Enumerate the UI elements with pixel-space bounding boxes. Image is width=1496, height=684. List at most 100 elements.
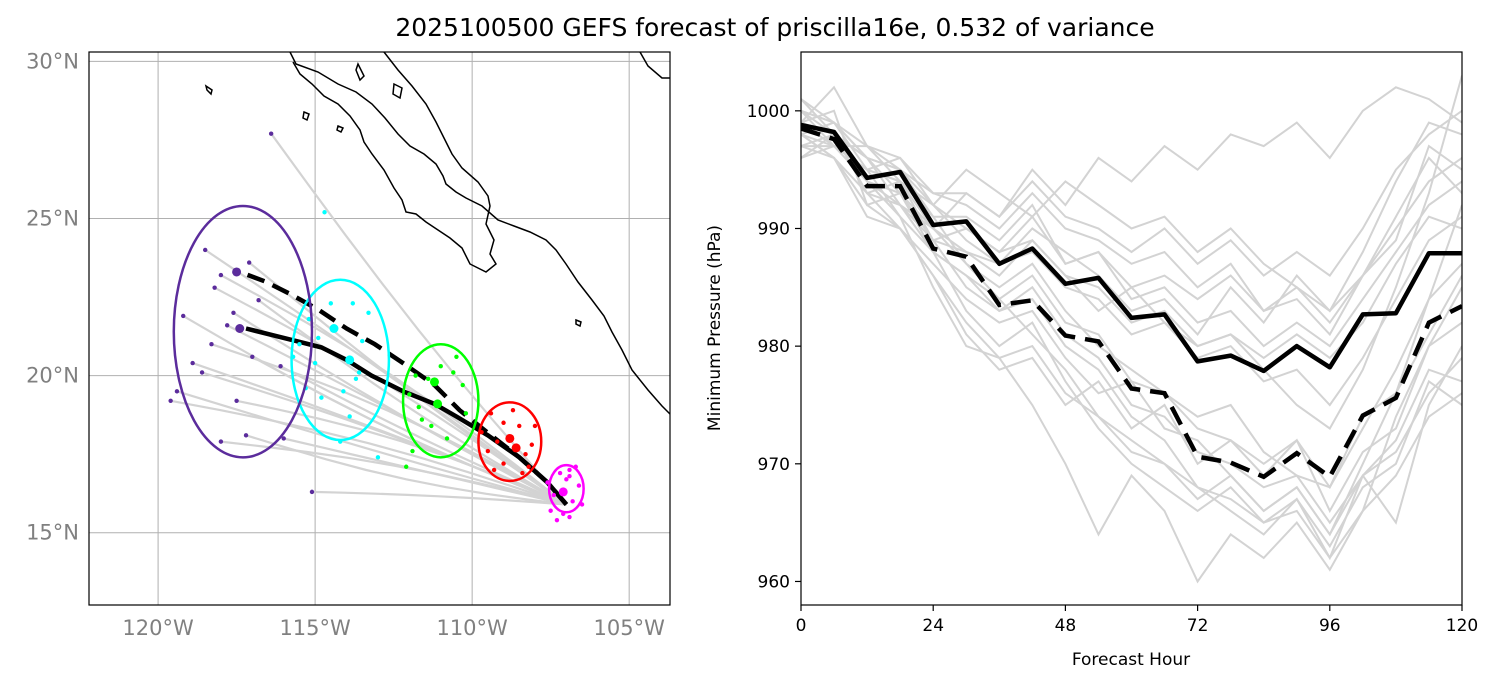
member-position-dot: [278, 364, 283, 369]
member-position-dot: [356, 370, 362, 375]
ensemble-pressure-line: [801, 121, 1462, 336]
cluster-ellipse: [547, 463, 585, 514]
member-position-dot: [567, 467, 572, 473]
member-position-dot: [454, 354, 459, 359]
cluster-mean-dot: [329, 324, 339, 333]
cluster-mean-dot: [235, 324, 245, 333]
northern-coast: [639, 52, 670, 79]
ensemble-track: [283, 437, 567, 506]
ensemble-pressure-line: [801, 145, 1462, 584]
pressure-xticks: 0 24 48 72 96 120: [796, 605, 1478, 636]
pressure-xtick-label: 0: [796, 616, 807, 636]
map-ytick-label: 30°N: [26, 49, 79, 73]
cluster-mean-dot: [505, 433, 515, 443]
member-position-dot: [501, 461, 506, 466]
pressure-ytick-label: 970: [758, 455, 790, 475]
member-position-dot: [419, 417, 425, 422]
pressure-yticks: 960 970 980 990 1000: [747, 102, 801, 592]
cluster-ellipse: [401, 342, 480, 459]
map-xtick-label: 115°W: [279, 616, 351, 640]
pressure-frame: [800, 51, 1463, 606]
member-position-dot: [554, 517, 560, 523]
member-position-dot: [250, 354, 255, 359]
member-position-dot: [181, 313, 186, 319]
member-position-dot: [548, 508, 553, 513]
member-position-dot: [199, 370, 205, 375]
member-position-dot: [234, 398, 239, 403]
mexico-mainland-coast: [289, 52, 670, 415]
ensemble-track: [280, 365, 567, 506]
member-position-dot: [451, 370, 456, 375]
ensemble-track: [170, 399, 567, 506]
member-position-dot: [529, 442, 535, 447]
member-position-dot: [218, 439, 224, 444]
pressure-xtick-label: 48: [1055, 616, 1077, 636]
member-position-dot: [429, 423, 434, 429]
member-position-dot: [495, 439, 500, 444]
member-position-dot: [168, 398, 173, 403]
cluster-120h: [168, 131, 315, 495]
member-position-dot: [567, 514, 572, 520]
cluster-mean-dot: [433, 399, 443, 409]
pressure-xtick-label: 120: [1446, 616, 1478, 636]
track-map: 120°W 115°W 110°W 105°W 15°N 20°N 25°N 30°N: [26, 49, 671, 640]
member-position-dot: [491, 467, 497, 473]
ensemble-pressure-line: [801, 121, 1462, 560]
member-position-dot: [341, 389, 346, 394]
island-6: [575, 318, 582, 328]
member-position-dot: [551, 492, 556, 498]
map-ytick-labels: 15°N 20°N 25°N 30°N: [26, 49, 79, 544]
member-position-dot: [366, 310, 371, 315]
island-1: [204, 84, 213, 96]
member-position-dot: [328, 301, 334, 306]
ensemble-pressure-line: [801, 121, 1462, 525]
member-position-dot: [190, 360, 195, 366]
figure-title: 2025100500 GEFS forecast of priscilla16e…: [395, 13, 1154, 42]
map-xtick-label: 110°W: [436, 616, 508, 640]
cluster-ellipse: [290, 278, 391, 442]
member-position-dot: [203, 247, 208, 253]
member-position-dot: [526, 464, 531, 469]
member-position-dot: [576, 483, 582, 488]
mean-pressure-dashed: [801, 126, 1462, 481]
member-position-dot: [460, 382, 465, 388]
member-position-dot: [231, 310, 236, 315]
member-position-dot: [416, 404, 421, 410]
member-position-dot: [322, 210, 327, 215]
member-position-dot: [246, 260, 252, 265]
map-xtick-label: 105°W: [593, 616, 665, 640]
member-position-dot: [243, 433, 249, 438]
ensemble-track: [176, 390, 567, 506]
cluster-96h: [290, 210, 391, 460]
member-position-dot: [347, 414, 352, 419]
member-position-dot: [410, 448, 415, 454]
member-position-dot: [523, 451, 528, 457]
member-position-dot: [564, 477, 569, 482]
cluster-mean-dot: [429, 377, 439, 387]
map-ytick-label: 20°N: [26, 364, 79, 388]
ensemble-track: [220, 274, 568, 506]
cluster-mean-dot: [232, 267, 242, 277]
ensemble-pressure-line: [801, 98, 1462, 278]
mean-pressure-solid: [801, 122, 1462, 374]
member-position-dot: [353, 376, 359, 381]
member-position-dot: [438, 364, 443, 369]
island-5: [336, 124, 345, 134]
member-position-dot: [256, 298, 261, 303]
map-ytick-label: 15°N: [26, 521, 79, 545]
pressure-xtick-label: 24: [922, 616, 944, 636]
cluster-mean-dot: [558, 487, 568, 497]
ensemble-track: [232, 311, 567, 506]
cluster-ellipse: [477, 401, 543, 483]
pressure-xlabel: Forecast Hour: [1072, 650, 1190, 670]
mean-track-dashed: [238, 269, 569, 506]
member-position-dot: [520, 470, 525, 476]
member-position-dot: [350, 301, 356, 306]
island-2: [355, 62, 365, 82]
map-ytick-label: 25°N: [26, 207, 79, 231]
member-position-dot: [510, 407, 516, 413]
cluster-ellipse: [172, 204, 314, 459]
member-position-dot: [360, 338, 365, 344]
baja-california-coast: [292, 52, 497, 273]
